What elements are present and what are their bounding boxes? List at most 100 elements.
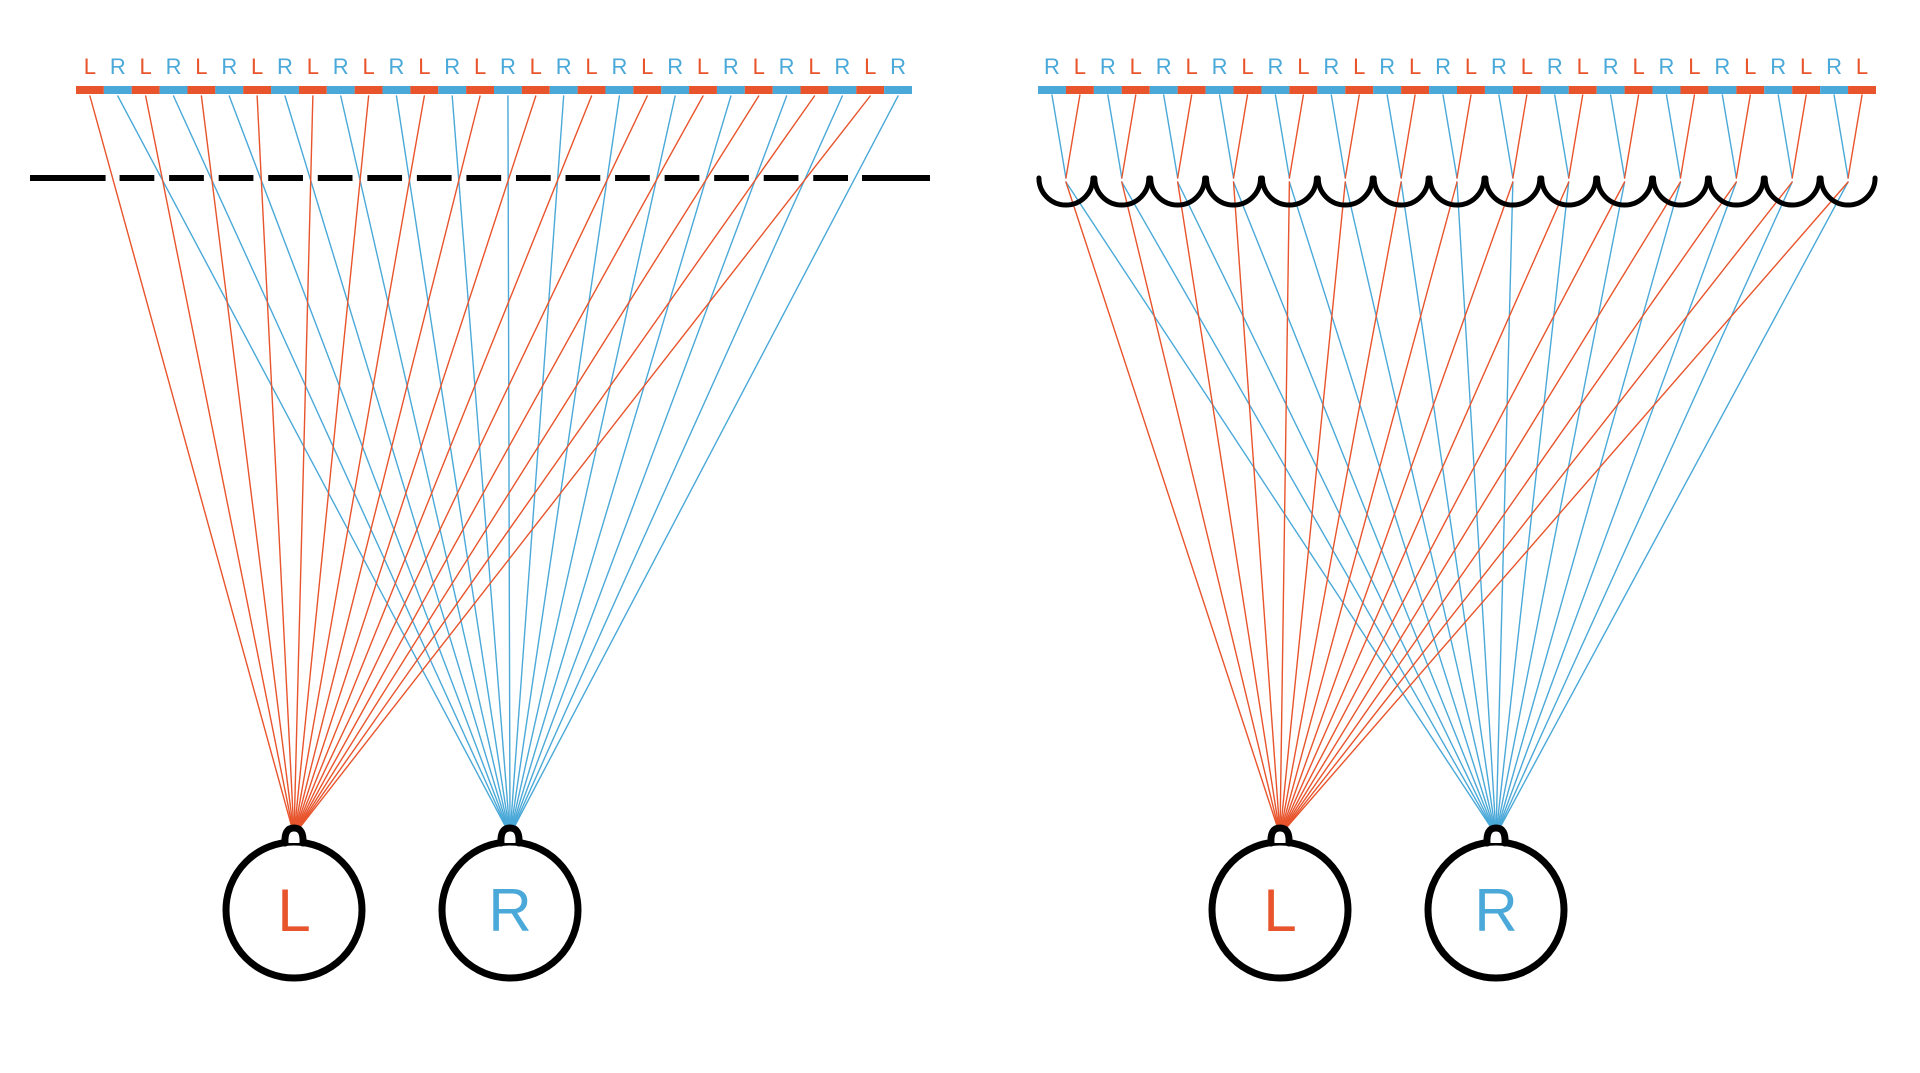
- pixel-L: [76, 86, 104, 94]
- pixel-R: [383, 86, 411, 94]
- ray-R: [174, 96, 510, 835]
- ray-R: [341, 96, 510, 835]
- pixel-label-L: L: [418, 54, 430, 79]
- ray-L: [1280, 182, 1625, 835]
- pixel-label-R: R: [1714, 54, 1730, 79]
- pixel-R: [1820, 86, 1848, 94]
- pixel-L: [355, 86, 383, 94]
- pixel-R: [550, 86, 578, 94]
- eye-R-label: R: [488, 877, 531, 944]
- right-pixel-bar: RLRLRLRLRLRLRLRLRLRLRLRLRLRLRL: [1038, 54, 1876, 94]
- pixel-R: [1653, 86, 1681, 94]
- pixel-label-L: L: [530, 54, 542, 79]
- pixel-label-R: R: [1044, 54, 1060, 79]
- pixel-L: [1401, 86, 1429, 94]
- ray-L: [257, 96, 294, 835]
- pixel-label-L: L: [140, 54, 152, 79]
- pixel-R: [327, 86, 355, 94]
- pixel-R: [104, 86, 132, 94]
- pixel-label-R: R: [333, 54, 349, 79]
- eye-L-label: L: [277, 877, 310, 944]
- ray-L: [294, 96, 480, 835]
- pixel-label-R: R: [1156, 54, 1172, 79]
- pixel-label-L: L: [1521, 54, 1533, 79]
- pixel-L: [1178, 86, 1206, 94]
- pixel-R: [215, 86, 243, 94]
- pixel-label-R: R: [1267, 54, 1283, 79]
- pixel-L: [801, 86, 829, 94]
- pixel-L: [1457, 86, 1485, 94]
- left-structure: LRLRLRLRLRLRLRLRLRLRLRLRLRLRLR: [30, 54, 930, 178]
- pixel-label-R: R: [277, 54, 293, 79]
- ray-L: [294, 96, 592, 835]
- pixel-R: [1429, 86, 1457, 94]
- eye-L-label: L: [1263, 877, 1296, 944]
- pixel-L: [578, 86, 606, 94]
- pixel-L: [689, 86, 717, 94]
- pixel-L: [187, 86, 215, 94]
- ray-R: [510, 96, 787, 835]
- pixel-label-L: L: [1297, 54, 1309, 79]
- pixel-label-L: L: [1353, 54, 1365, 79]
- pixel-L: [299, 86, 327, 94]
- pixel-L: [1289, 86, 1317, 94]
- pixel-label-R: R: [667, 54, 683, 79]
- pixel-R: [1317, 86, 1345, 94]
- ray-L: [1280, 182, 1736, 835]
- pixel-label-L: L: [641, 54, 653, 79]
- pixel-L: [1513, 86, 1541, 94]
- pixel-label-L: L: [1074, 54, 1086, 79]
- pixel-label-R: R: [1603, 54, 1619, 79]
- pixel-L: [745, 86, 773, 94]
- pixel-L: [1680, 86, 1708, 94]
- pixel-label-R: R: [890, 54, 906, 79]
- pixel-label-R: R: [1323, 54, 1339, 79]
- ray-R: [285, 96, 510, 835]
- pixel-R: [438, 86, 466, 94]
- pixel-label-L: L: [84, 54, 96, 79]
- pixel-label-R: R: [444, 54, 460, 79]
- ray-L: [1280, 182, 1513, 835]
- pixel-R: [605, 86, 633, 94]
- ray-L: [201, 96, 294, 835]
- pixel-label-R: R: [834, 54, 850, 79]
- ray-R: [1457, 182, 1496, 835]
- pixel-L: [633, 86, 661, 94]
- pixel-L: [1792, 86, 1820, 94]
- pixel-label-R: R: [779, 54, 795, 79]
- pixel-R: [1261, 86, 1289, 94]
- ray-R: [510, 96, 898, 835]
- pixel-R: [1373, 86, 1401, 94]
- pixel-R: [1708, 86, 1736, 94]
- pixel-label-R: R: [611, 54, 627, 79]
- ray-R: [1496, 182, 1848, 835]
- pixel-label-R: R: [500, 54, 516, 79]
- pixel-label-L: L: [1186, 54, 1198, 79]
- eye-R-label: R: [1474, 877, 1517, 944]
- pixel-label-L: L: [1409, 54, 1421, 79]
- ray-R: [510, 96, 842, 835]
- eye-L: L: [226, 828, 362, 978]
- diagram-canvas: LRLRLRLRLRLRLRLRLRLRLRLRLRLRLRLRRLRLRLRL…: [0, 0, 1920, 1073]
- pixel-R: [884, 86, 912, 94]
- pixel-label-R: R: [110, 54, 126, 79]
- pixel-L: [522, 86, 550, 94]
- ray-R: [510, 96, 675, 835]
- pixel-L: [1345, 86, 1373, 94]
- pixel-R: [1597, 86, 1625, 94]
- pixel-label-R: R: [1435, 54, 1451, 79]
- pixel-L: [1234, 86, 1262, 94]
- pixel-label-L: L: [195, 54, 207, 79]
- ray-L: [1178, 182, 1280, 835]
- pixel-L: [466, 86, 494, 94]
- left-pixel-bar: LRLRLRLRLRLRLRLRLRLRLRLRLRLRLR: [76, 54, 912, 94]
- pixel-L: [243, 86, 271, 94]
- pixel-label-R: R: [1826, 54, 1842, 79]
- pixel-label-R: R: [1212, 54, 1228, 79]
- pixel-label-R: R: [723, 54, 739, 79]
- ray-L: [1280, 182, 1569, 835]
- ray-R: [1496, 182, 1625, 835]
- pixel-R: [1485, 86, 1513, 94]
- left-rays: [90, 96, 898, 835]
- pixel-R: [1206, 86, 1234, 94]
